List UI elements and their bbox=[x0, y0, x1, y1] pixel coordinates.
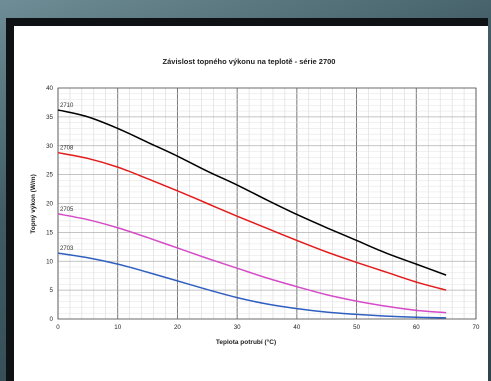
series-label-2708: 2708 bbox=[60, 146, 74, 152]
chart-ticks: 0 10 20 30 40 50 60 70 0 5 10 15 20 25 30 35 40 bbox=[46, 85, 480, 331]
y-tick-label: 30 bbox=[46, 143, 53, 150]
series-line-2708 bbox=[57, 151, 447, 291]
y-tick-label: 0 bbox=[50, 316, 54, 323]
x-tick-label: 30 bbox=[234, 324, 241, 331]
chart: Závislost topného výkonu na teplotě - sé… bbox=[30, 57, 480, 346]
chart-lines bbox=[57, 109, 447, 319]
series-line-2703 bbox=[57, 252, 447, 319]
x-axis-label: Teplota potrubí (°C) bbox=[216, 338, 276, 346]
plot-area-border bbox=[57, 87, 477, 320]
y-axis-label: Topný výkon (W/m) bbox=[30, 174, 37, 233]
chart-grid bbox=[57, 87, 477, 320]
x-tick-label: 40 bbox=[293, 324, 300, 331]
x-tick-label: 70 bbox=[473, 324, 480, 331]
y-tick-label: 40 bbox=[46, 85, 53, 92]
series-labels: 2710 2708 2705 2703 bbox=[60, 103, 74, 252]
series-label-2703: 2703 bbox=[60, 246, 74, 252]
x-tick-label: 0 bbox=[56, 324, 60, 331]
y-tick-label: 10 bbox=[46, 258, 53, 265]
y-tick-label: 5 bbox=[50, 287, 54, 294]
x-tick-label: 50 bbox=[353, 324, 360, 331]
series-label-2710: 2710 bbox=[60, 103, 74, 109]
y-tick-label: 15 bbox=[46, 229, 53, 236]
series-line-2705 bbox=[57, 213, 447, 314]
x-tick-label: 60 bbox=[413, 324, 420, 331]
y-tick-label: 25 bbox=[46, 172, 53, 179]
x-tick-label: 10 bbox=[114, 324, 121, 331]
series-line-2710 bbox=[57, 109, 447, 276]
chart-title: Závislost topného výkonu na teplotě - sé… bbox=[163, 57, 336, 66]
y-tick-label: 35 bbox=[46, 114, 53, 121]
x-tick-label: 20 bbox=[174, 324, 181, 331]
series-label-2705: 2705 bbox=[60, 207, 74, 213]
y-tick-label: 20 bbox=[46, 201, 53, 208]
